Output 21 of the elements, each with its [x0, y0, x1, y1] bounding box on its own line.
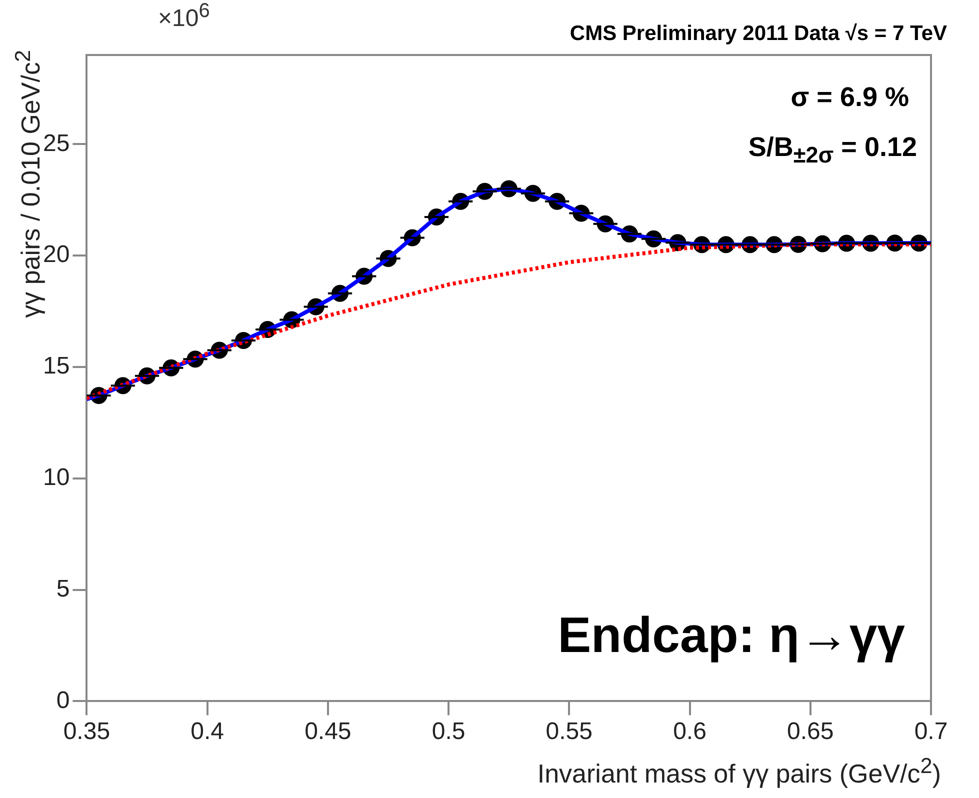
y-tick-label: 10	[42, 464, 70, 491]
y-tick-label: 5	[56, 575, 70, 602]
y-tick-label: 0	[56, 686, 70, 714]
x-tick-label: 0.7	[914, 718, 948, 746]
y-tick-label: 25	[42, 130, 70, 157]
x-tick-label: 0.6	[673, 718, 706, 746]
x-tick-label: 0.55	[546, 718, 593, 746]
text: ×10$^{6}$	[158, 0, 210, 33]
x-tick-label: 0.65	[787, 718, 834, 746]
x-tick-label: 0.45	[304, 718, 352, 746]
annotation: σ = 6.9 %	[790, 82, 909, 113]
y-tick-label: 15	[42, 352, 70, 380]
annotation: Endcap: η→γγ	[558, 606, 905, 664]
annotation: S/B$_{±2σ}$ = 0.12	[748, 132, 917, 168]
x-tick-label: 0.4	[190, 718, 224, 746]
x-tick-label: 0.5	[432, 718, 466, 746]
chart-title: CMS Preliminary 2011 Data √s = 7 TeV	[570, 22, 947, 46]
line-series	[86, 242, 931, 400]
x-tick-label: 0.35	[63, 718, 110, 746]
x-axis-title: Invariant mass of γγ pairs (GeV/c$^{2}$)	[537, 753, 941, 790]
y-tick-label: 20	[42, 241, 70, 268]
